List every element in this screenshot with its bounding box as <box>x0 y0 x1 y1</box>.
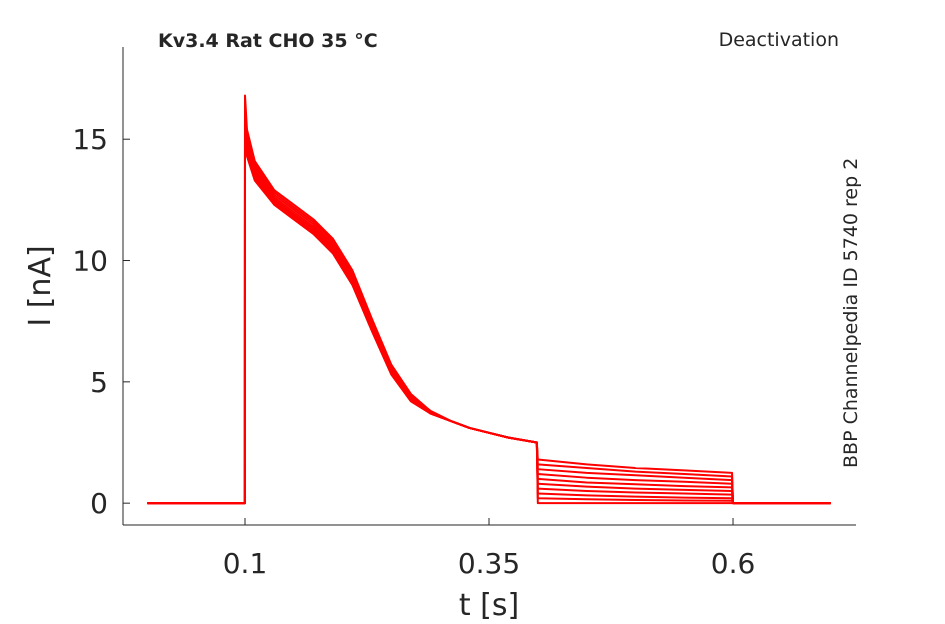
line <box>147 123 831 505</box>
x-tick-label: 0.6 <box>711 547 756 580</box>
annotation: BBP Channelpedia ID 5740 rep 2 <box>840 158 862 468</box>
y-tick-label: 5 <box>90 366 108 399</box>
line <box>147 130 831 505</box>
y-tick-label: 15 <box>72 123 108 156</box>
x-axis-label: t [s] <box>459 588 519 623</box>
line <box>147 128 831 505</box>
chart-title: Kv3.4 Rat CHO 35 °C <box>158 30 378 52</box>
y-tick-label: 0 <box>90 487 108 520</box>
line <box>147 116 831 505</box>
annotation: Deactivation <box>719 29 839 51</box>
y-axis-label: I [nA] <box>23 245 58 326</box>
line <box>147 121 831 505</box>
line <box>147 126 831 505</box>
line <box>147 111 831 505</box>
x-tick-label: 0.1 <box>223 547 268 580</box>
x-tick-label: 0.35 <box>458 547 520 580</box>
y-tick-label: 10 <box>72 245 108 278</box>
